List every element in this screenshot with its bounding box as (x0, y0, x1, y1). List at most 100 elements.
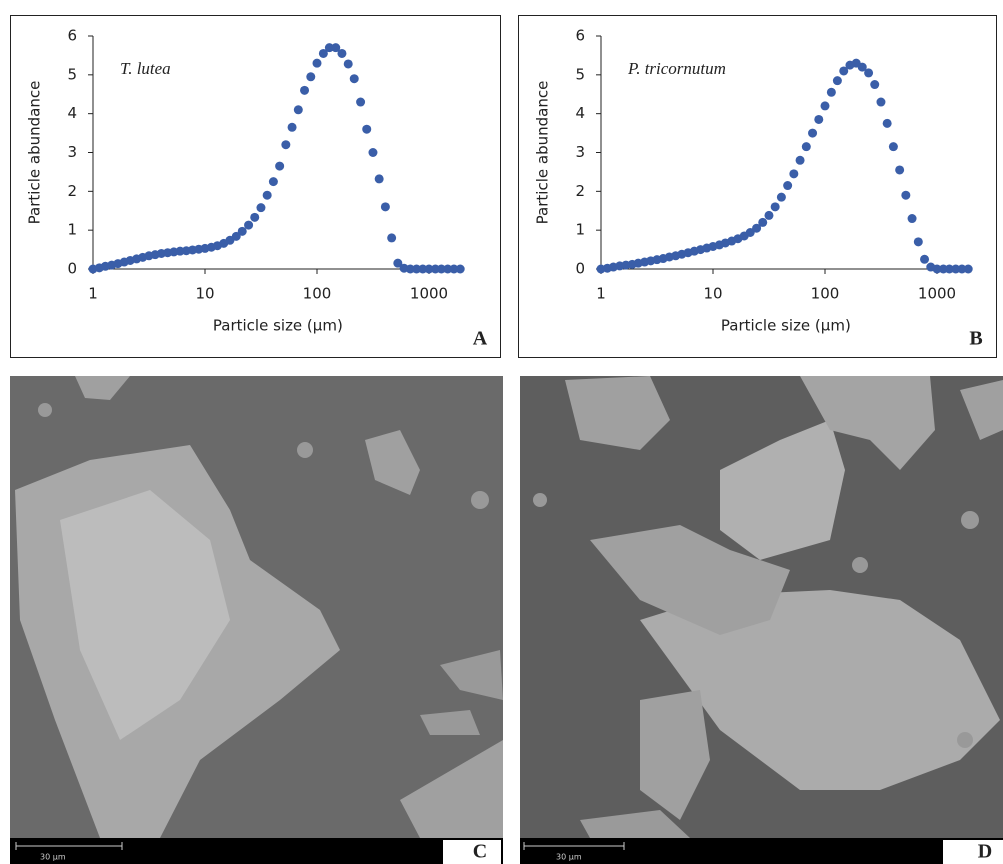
y-tick-label: 0 (67, 260, 77, 278)
y-axis-label: Particle abundance (26, 81, 44, 225)
x-axis-label: Particle size (μm) (213, 317, 343, 335)
y-tick-label: 5 (575, 65, 585, 83)
point (343, 59, 353, 69)
panel-label: D (978, 841, 992, 863)
point (237, 226, 247, 236)
point (758, 217, 768, 227)
point (312, 58, 322, 68)
point (951, 264, 961, 274)
point (268, 177, 278, 187)
point (393, 258, 403, 268)
point (901, 190, 911, 200)
x-tick-label: 10 (195, 285, 214, 303)
point (770, 202, 780, 212)
annotation: P. tricornutum (627, 59, 726, 78)
point (300, 85, 310, 95)
point (380, 202, 390, 212)
point (752, 223, 762, 233)
scale-bar-label: 30 μm (556, 853, 582, 862)
point (876, 97, 886, 107)
point (857, 62, 867, 72)
label-box (943, 840, 1003, 864)
point (349, 74, 359, 84)
annotation: T. lutea (120, 59, 171, 78)
x-tick-label: 1000 (918, 285, 956, 303)
point (449, 264, 459, 274)
point (418, 264, 428, 274)
point (405, 264, 415, 274)
panel-label: B (969, 328, 982, 350)
point (231, 231, 241, 241)
y-tick-label: 6 (67, 27, 77, 45)
point (764, 210, 774, 220)
point (783, 181, 793, 191)
image-footer (10, 838, 503, 864)
point (789, 169, 799, 179)
point (244, 220, 254, 230)
point (801, 142, 811, 152)
point (443, 264, 453, 274)
point (250, 212, 260, 222)
point (412, 264, 422, 274)
point (356, 97, 366, 107)
point (306, 72, 316, 82)
y-tick-label: 6 (575, 27, 585, 45)
point (839, 66, 849, 76)
sem-image (10, 376, 503, 864)
point (281, 140, 291, 150)
x-tick-label: 1 (88, 285, 98, 303)
x-axis-label: Particle size (μm) (721, 317, 851, 335)
point (324, 43, 334, 53)
point (826, 87, 836, 97)
point (882, 118, 892, 128)
y-tick-label: 0 (575, 260, 585, 278)
point (814, 114, 824, 124)
point (795, 155, 805, 165)
point (287, 122, 297, 132)
image-footer (520, 838, 1003, 864)
point (293, 105, 303, 115)
y-tick-label: 2 (575, 182, 585, 200)
sem-image (520, 376, 1003, 864)
scale-bar-label: 30 μm (40, 853, 66, 862)
x-tick-label: 1 (596, 285, 606, 303)
point (957, 264, 967, 274)
point (318, 48, 328, 58)
x-tick-label: 1000 (410, 285, 448, 303)
point (963, 264, 973, 274)
point (888, 142, 898, 152)
y-tick-label: 4 (67, 104, 77, 122)
point (387, 233, 397, 243)
panel-frame (518, 15, 997, 358)
label-box (443, 840, 501, 864)
point (895, 165, 905, 175)
point (907, 214, 917, 224)
x-tick-label: 100 (811, 285, 840, 303)
point (745, 227, 755, 237)
point (776, 192, 786, 202)
y-tick-label: 1 (575, 221, 585, 239)
point (920, 254, 930, 264)
point (864, 68, 874, 78)
point (870, 80, 880, 90)
panel-label: C (473, 841, 487, 863)
point (262, 190, 272, 200)
panel-label: A (473, 328, 488, 350)
panel-frame (10, 15, 501, 358)
y-tick-label: 1 (67, 221, 77, 239)
y-tick-label: 4 (575, 104, 585, 122)
point (944, 264, 954, 274)
x-tick-label: 10 (703, 285, 722, 303)
point (337, 48, 347, 58)
y-tick-label: 3 (67, 143, 77, 161)
point (362, 124, 372, 134)
point (374, 174, 384, 184)
y-tick-label: 5 (67, 65, 77, 83)
point (275, 161, 285, 171)
point (368, 148, 378, 157)
point (424, 264, 434, 274)
y-tick-label: 2 (67, 182, 77, 200)
y-axis-label: Particle abundance (534, 81, 552, 225)
x-tick-label: 100 (303, 285, 332, 303)
